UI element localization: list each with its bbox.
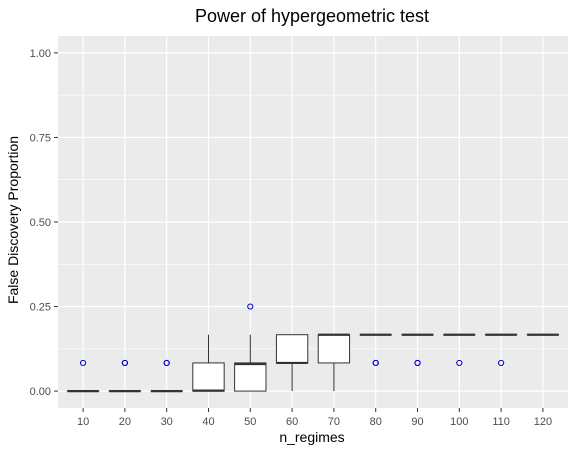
x-tick-label: 110 xyxy=(492,416,510,428)
chart-title: Power of hypergeometric test xyxy=(195,6,429,26)
box-100 xyxy=(443,333,476,367)
box-40 xyxy=(192,334,225,392)
x-tick-label: 120 xyxy=(534,416,552,428)
box-110 xyxy=(484,333,518,367)
x-tick-label: 50 xyxy=(244,416,256,428)
y-tick-label: 0.50 xyxy=(30,217,51,229)
outlier-point xyxy=(79,359,87,367)
box-60 xyxy=(275,334,309,392)
major-gridlines xyxy=(58,36,568,408)
y-axis: 0.00 0.25 0.50 0.75 1.00 xyxy=(30,48,58,398)
outlier-point xyxy=(163,359,170,367)
x-tick-label: 70 xyxy=(328,416,340,428)
x-tick-label: 30 xyxy=(161,416,173,428)
outlier-point xyxy=(414,359,421,367)
x-tick-label: 80 xyxy=(370,416,382,428)
y-tick-label: 1.00 xyxy=(30,48,51,60)
box-body xyxy=(275,334,309,364)
y-tick-label: 0.25 xyxy=(30,302,51,314)
x-tick-label: 100 xyxy=(450,416,468,428)
x-tick-label: 20 xyxy=(119,416,131,428)
x-tick-label: 40 xyxy=(202,416,214,428)
outlier-point xyxy=(498,359,505,367)
x-tick-label: 10 xyxy=(77,416,89,428)
outlier-point xyxy=(372,359,379,367)
box-20 xyxy=(108,359,142,393)
outlier-point xyxy=(456,359,463,367)
x-axis: 10 20 30 40 50 60 70 80 90 100 110 120 xyxy=(77,408,552,428)
minor-gridlines xyxy=(58,94,568,350)
outlier-point xyxy=(121,359,128,367)
box-30 xyxy=(150,359,183,393)
box-70 xyxy=(317,333,351,392)
y-axis-title: False Discovery Proportion xyxy=(5,136,21,304)
box-body xyxy=(317,334,351,364)
x-axis-title: n_regimes xyxy=(279,429,344,445)
box-90 xyxy=(401,333,434,367)
x-tick-label: 60 xyxy=(286,416,298,428)
y-tick-label: 0.00 xyxy=(30,386,51,398)
box-body xyxy=(192,362,225,392)
box-80 xyxy=(359,333,392,367)
outlier-point xyxy=(247,303,254,310)
box-series xyxy=(66,303,560,393)
y-tick-label: 0.75 xyxy=(30,132,51,144)
box-50 xyxy=(234,303,267,392)
box-10 xyxy=(66,359,100,393)
x-tick-label: 90 xyxy=(411,416,423,428)
box-body xyxy=(234,362,267,392)
